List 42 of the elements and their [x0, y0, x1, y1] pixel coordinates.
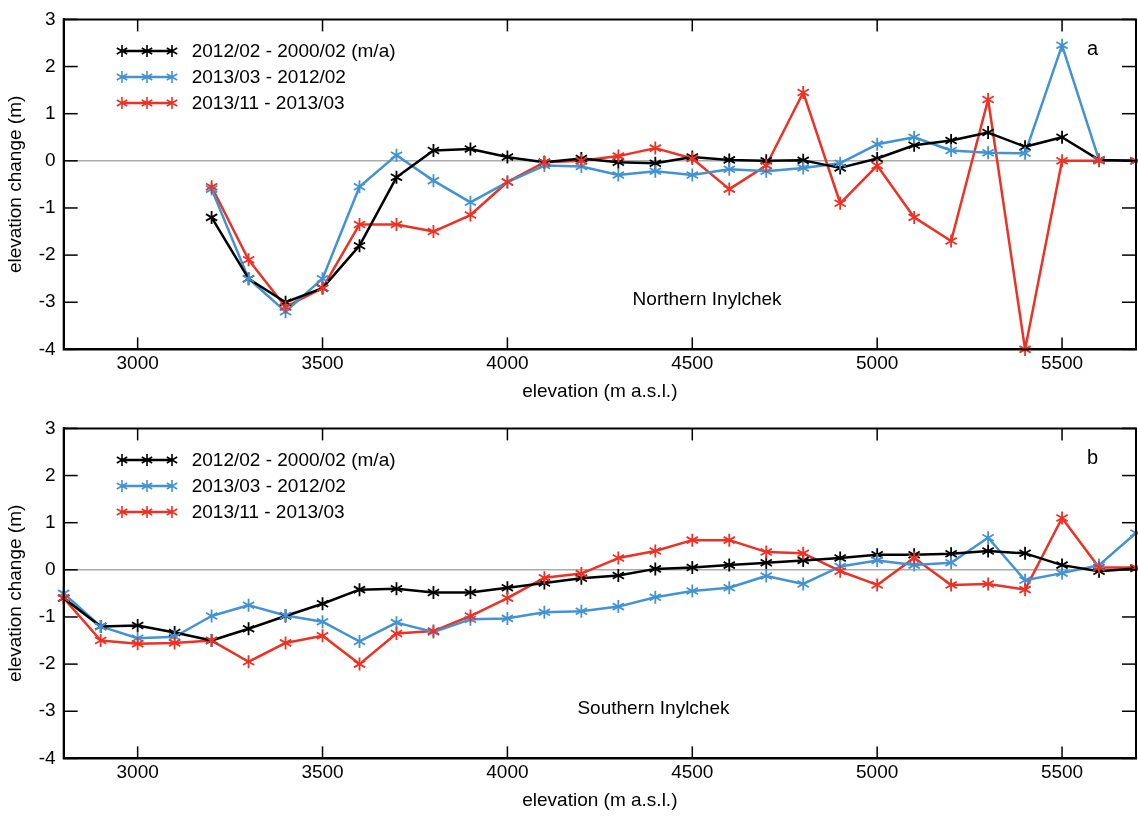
- x-tick-label: 5000: [856, 352, 899, 374]
- y-tick-label: -3: [38, 699, 56, 721]
- y-tick-label: 1: [45, 101, 56, 123]
- y-tick-label: 2: [45, 54, 56, 76]
- x-tick-label: 3000: [116, 761, 159, 783]
- y-axis-title: elevation change (m): [3, 504, 25, 683]
- legend-label: 2013/11 - 2013/03: [191, 91, 345, 116]
- y-tick-label: 2: [45, 463, 56, 485]
- x-tick-label: 3500: [301, 352, 344, 374]
- annotation: Southern Inylchek: [577, 696, 731, 718]
- x-tick-label: 4000: [486, 761, 529, 783]
- x-axis-title: elevation (m a.s.l.): [522, 788, 678, 810]
- x-tick-label: 5500: [1040, 761, 1084, 783]
- y-tick-label: -2: [38, 652, 56, 674]
- y-tick-label: 0: [45, 149, 56, 171]
- legend-label: 2013/03 - 2012/02: [191, 65, 346, 90]
- x-tick-label: 4000: [486, 352, 529, 374]
- x-tick-label: 5500: [1040, 352, 1084, 374]
- y-tick-label: 3: [45, 416, 56, 438]
- annotation: b: [1086, 445, 1098, 468]
- x-tick-label: 4500: [671, 761, 714, 783]
- legend-label: 2012/02 - 2000/02 (m/a): [191, 39, 396, 64]
- y-tick-label: 1: [45, 510, 56, 532]
- x-axis-title: elevation (m a.s.l.): [522, 379, 678, 401]
- y-tick-label: -4: [38, 337, 57, 359]
- x-tick-label: 3500: [301, 761, 344, 783]
- legend-label: 2012/02 - 2000/02 (m/a): [191, 448, 396, 473]
- x-tick-label: 5000: [856, 761, 899, 783]
- y-tick-label: -1: [38, 605, 56, 627]
- annotation: Northern Inylchek: [632, 287, 783, 309]
- y-tick-label: -1: [38, 196, 56, 218]
- y-tick-label: 0: [45, 558, 56, 580]
- x-tick-label: 4500: [671, 352, 714, 374]
- y-tick-label: -3: [38, 290, 56, 312]
- y-tick-label: -2: [38, 243, 56, 265]
- y-axis-title: elevation change (m): [3, 95, 25, 274]
- y-tick-label: 3: [45, 7, 56, 29]
- y-tick-label: -4: [38, 746, 57, 768]
- legend-label: 2013/03 - 2012/02: [191, 474, 346, 499]
- x-tick-label: 3000: [116, 352, 159, 374]
- legend-label: 2013/11 - 2013/03: [191, 500, 345, 525]
- annotation: a: [1086, 36, 1099, 59]
